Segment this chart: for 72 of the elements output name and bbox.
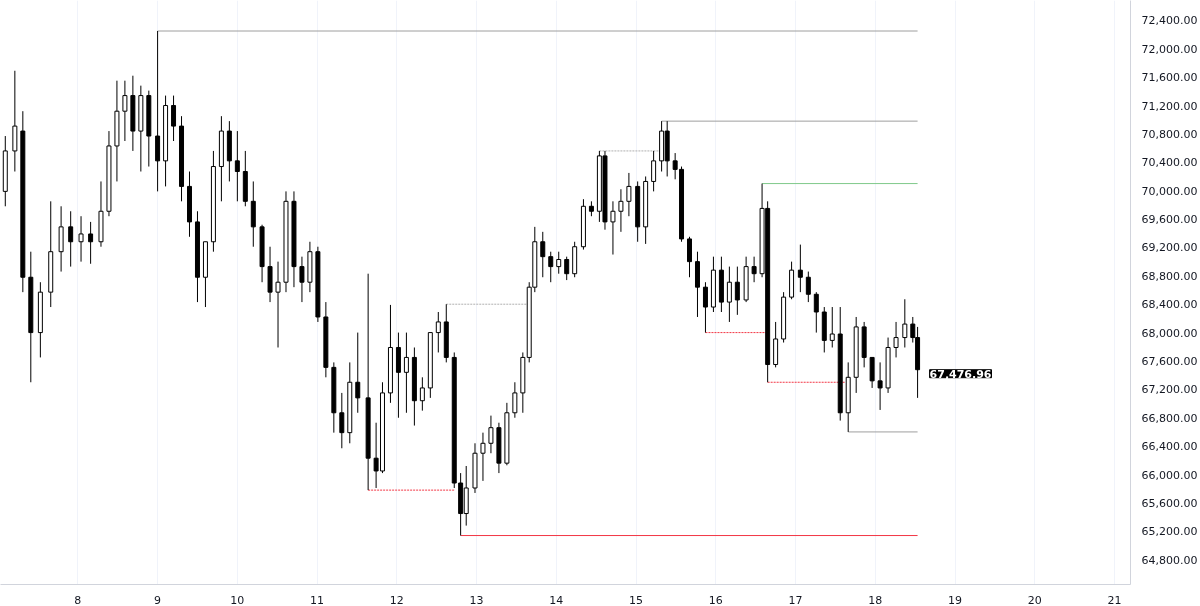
candlestick <box>726 266 732 323</box>
y-tick-label: 66,400.00 <box>1141 440 1198 454</box>
candlestick <box>734 266 740 316</box>
y-tick-label: 68,400.00 <box>1141 298 1198 312</box>
y-tick-label: 69,600.00 <box>1141 213 1198 227</box>
candlestick <box>626 172 632 217</box>
y-tick-label: 67,200.00 <box>1141 383 1198 397</box>
y-tick-label: 68,800.00 <box>1141 269 1198 283</box>
candlestick <box>893 321 899 358</box>
y-tick-label: 69,200.00 <box>1141 241 1198 255</box>
candlestick <box>339 392 345 449</box>
y-tick-label: 72,400.00 <box>1141 14 1198 28</box>
candlestick <box>829 306 835 348</box>
candlestick <box>687 236 692 278</box>
candlestick <box>548 251 554 283</box>
x-tick-label: 21 <box>1107 593 1122 606</box>
candlestick <box>556 251 562 275</box>
candlestick <box>488 415 494 454</box>
candlestick <box>751 256 757 283</box>
annotation: 67,476.96 <box>929 367 992 381</box>
candlestick <box>171 95 177 142</box>
x-tick-label: 15 <box>629 593 644 606</box>
y-tick-label: 70,800.00 <box>1141 127 1198 141</box>
y-tick-label: 71,200.00 <box>1141 99 1198 113</box>
candlestick <box>122 80 128 142</box>
candlestick <box>78 215 84 263</box>
candlestick <box>805 271 811 303</box>
candlestick <box>403 332 409 414</box>
candlestick <box>299 256 305 303</box>
candlestick <box>480 432 486 482</box>
y-tick-label: 66,000.00 <box>1141 468 1198 482</box>
candlestick <box>275 261 281 348</box>
candlestick <box>234 130 240 202</box>
x-tick-label: 13 <box>469 593 484 606</box>
y-tick-label: 72,000.00 <box>1141 42 1198 56</box>
y-tick-label: 71,600.00 <box>1141 71 1198 85</box>
y-tick-label: 65,600.00 <box>1141 496 1198 510</box>
y-tick-label: 70,400.00 <box>1141 156 1198 170</box>
x-tick-label: 20 <box>1027 593 1042 606</box>
candlestick <box>651 150 657 192</box>
candlestick <box>813 291 819 334</box>
candlestick <box>355 332 361 414</box>
y-tick-label: 67,600.00 <box>1141 354 1198 368</box>
candlestick <box>869 356 875 389</box>
candlestick <box>564 256 570 281</box>
x-tick-label: 12 <box>389 593 404 606</box>
y-tick-label: 68,000.00 <box>1141 326 1198 340</box>
x-tick-label: 14 <box>549 593 564 606</box>
candlestick <box>540 231 546 278</box>
x-tick-label: 18 <box>868 593 883 606</box>
candlestick <box>88 221 94 265</box>
x-tick-label: 19 <box>948 593 963 606</box>
x-tick-label: 9 <box>154 593 162 606</box>
x-tick-label: 8 <box>74 593 82 606</box>
candlestick <box>618 188 624 233</box>
candlestick <box>610 200 616 256</box>
y-tick-label: 65,200.00 <box>1141 525 1198 539</box>
candlestick <box>435 311 441 353</box>
candlestick <box>702 281 708 334</box>
candlestick <box>797 244 803 293</box>
candlestick <box>512 381 518 419</box>
candlestick <box>902 298 908 348</box>
x-tick-label: 16 <box>708 593 723 606</box>
x-tick-label: 11 <box>310 593 325 606</box>
x-tick-label: 10 <box>230 593 245 606</box>
y-tick-label: 70,000.00 <box>1141 184 1198 198</box>
y-tick-label: 64,800.00 <box>1141 553 1198 567</box>
candlestick <box>419 376 425 412</box>
x-tick-label: 17 <box>788 593 803 606</box>
y-tick-label: 66,800.00 <box>1141 411 1198 425</box>
candlestick <box>877 361 883 411</box>
candlestick <box>68 210 74 268</box>
